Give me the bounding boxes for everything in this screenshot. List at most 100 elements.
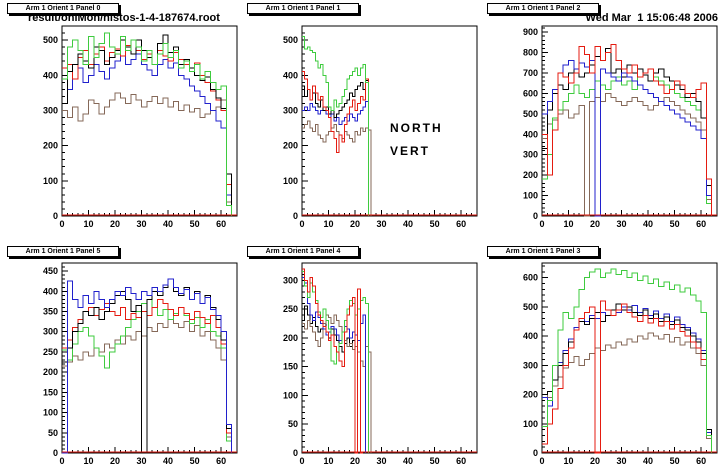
- region-label-line1: NORTH: [390, 121, 443, 135]
- plot-area-panel-1[interactable]: 0 100 200 300 400 500 0 10 20 30 40 50 60: [240, 0, 480, 237]
- svg-text:0: 0: [539, 219, 544, 229]
- svg-text:10: 10: [564, 456, 574, 466]
- svg-text:50: 50: [670, 456, 680, 466]
- region-label-line2: VERT: [390, 144, 431, 158]
- svg-text:40: 40: [403, 456, 413, 466]
- svg-text:10: 10: [324, 219, 334, 229]
- svg-text:0: 0: [293, 211, 298, 221]
- svg-text:60: 60: [456, 219, 466, 229]
- svg-text:600: 600: [523, 88, 538, 98]
- histogram-pad-2[interactable]: Arm 1 Orient 1 Panel 2 0 100 200 300 400 500 6…: [480, 0, 720, 237]
- svg-text:50: 50: [48, 428, 58, 438]
- histogram-pad-5[interactable]: Arm 1 Orient 1 Panel 5 0 50 100 150 200 250 30…: [0, 237, 240, 474]
- svg-text:0: 0: [299, 219, 304, 229]
- svg-text:40: 40: [643, 456, 653, 466]
- svg-text:40: 40: [163, 219, 173, 229]
- svg-text:30: 30: [617, 456, 627, 466]
- svg-text:40: 40: [163, 456, 173, 466]
- svg-text:50: 50: [288, 419, 298, 429]
- svg-text:10: 10: [564, 219, 574, 229]
- svg-text:400: 400: [523, 331, 538, 341]
- svg-text:300: 300: [523, 150, 538, 160]
- pad-title-2[interactable]: Arm 1 Orient 1 Panel 2: [487, 3, 599, 14]
- svg-text:300: 300: [43, 105, 58, 115]
- svg-text:350: 350: [43, 307, 58, 317]
- svg-text:20: 20: [350, 219, 360, 229]
- svg-text:400: 400: [523, 129, 538, 139]
- svg-text:60: 60: [216, 219, 226, 229]
- svg-text:700: 700: [523, 68, 538, 78]
- svg-text:250: 250: [43, 347, 58, 357]
- svg-text:500: 500: [283, 35, 298, 45]
- svg-text:30: 30: [377, 456, 387, 466]
- svg-text:400: 400: [283, 70, 298, 80]
- svg-text:0: 0: [53, 211, 58, 221]
- svg-text:20: 20: [110, 456, 120, 466]
- svg-text:30: 30: [137, 456, 147, 466]
- histogram-pad-3[interactable]: Arm 1 Orient 1 Panel 3 0 100 200 300 400 500 6…: [480, 237, 720, 474]
- svg-text:60: 60: [696, 456, 706, 466]
- svg-text:20: 20: [110, 219, 120, 229]
- svg-text:200: 200: [523, 170, 538, 180]
- svg-text:200: 200: [43, 141, 58, 151]
- plot-area-panel-5[interactable]: 0 50 100 150 200 250 300 350 400 450 0 10 20 30 40 50 60: [0, 237, 240, 474]
- timestamp-label: Wed Mar 1 15:06:48 2006: [585, 12, 718, 24]
- pad-title-0[interactable]: Arm 1 Orient 1 Panel 0: [7, 3, 119, 14]
- pad-title-3[interactable]: Arm 1 Orient 1 Panel 3: [487, 246, 599, 257]
- svg-text:300: 300: [43, 327, 58, 337]
- svg-text:300: 300: [283, 275, 298, 285]
- svg-text:50: 50: [190, 456, 200, 466]
- svg-text:150: 150: [283, 362, 298, 372]
- svg-text:0: 0: [533, 211, 538, 221]
- file-path-label: result/onlMon/histos-1-4-187674.root: [28, 12, 220, 24]
- svg-text:200: 200: [43, 367, 58, 377]
- svg-text:200: 200: [523, 390, 538, 400]
- svg-text:0: 0: [539, 456, 544, 466]
- svg-text:50: 50: [670, 219, 680, 229]
- svg-text:100: 100: [523, 419, 538, 429]
- svg-text:900: 900: [523, 27, 538, 37]
- pad-title-5[interactable]: Arm 1 Orient 1 Panel 5: [7, 246, 119, 257]
- svg-text:60: 60: [456, 456, 466, 466]
- svg-text:0: 0: [53, 448, 58, 458]
- plot-area-panel-2[interactable]: 0 100 200 300 400 500 600 700 800 900 0 10 20 30 40 50 6…: [480, 0, 720, 237]
- svg-text:60: 60: [216, 456, 226, 466]
- svg-text:800: 800: [523, 48, 538, 58]
- svg-text:200: 200: [283, 141, 298, 151]
- svg-text:400: 400: [43, 70, 58, 80]
- svg-text:50: 50: [430, 456, 440, 466]
- histogram-pad-4[interactable]: Arm 1 Orient 1 Panel 4 0 50 100 150 200 250 30…: [240, 237, 480, 474]
- svg-text:100: 100: [43, 408, 58, 418]
- svg-text:40: 40: [403, 219, 413, 229]
- svg-text:30: 30: [377, 219, 387, 229]
- svg-text:0: 0: [59, 456, 64, 466]
- svg-text:30: 30: [137, 219, 147, 229]
- histogram-pad-1[interactable]: Arm 1 Orient 1 Panel 1 0 100 200 300 400 500 0…: [240, 0, 480, 237]
- plot-area-panel-4[interactable]: 0 50 100 150 200 250 300 0 10 20 30 40 50 60: [240, 237, 480, 474]
- pad-title-1[interactable]: Arm 1 Orient 1 Panel 1: [247, 3, 359, 14]
- region-label: NORTH VERT: [390, 117, 443, 163]
- svg-text:500: 500: [43, 35, 58, 45]
- svg-text:200: 200: [283, 333, 298, 343]
- svg-text:150: 150: [43, 387, 58, 397]
- svg-text:450: 450: [43, 266, 58, 276]
- svg-text:30: 30: [617, 219, 627, 229]
- pad-title-4[interactable]: Arm 1 Orient 1 Panel 4: [247, 246, 359, 257]
- svg-text:50: 50: [430, 219, 440, 229]
- plot-area-panel-0[interactable]: 0 100 200 300 400 500 0 10 20 30 40 50 60: [0, 0, 240, 237]
- svg-text:20: 20: [350, 456, 360, 466]
- svg-text:10: 10: [84, 456, 94, 466]
- plot-area-panel-3[interactable]: 0 100 200 300 400 500 600 0 10 20 30 40 50 60: [480, 237, 720, 474]
- svg-text:0: 0: [293, 448, 298, 458]
- histogram-pad-0[interactable]: Arm 1 Orient 1 Panel 0 0 100 200 300 400 500 0…: [0, 0, 240, 237]
- svg-text:50: 50: [190, 219, 200, 229]
- svg-text:0: 0: [533, 448, 538, 458]
- svg-text:10: 10: [84, 219, 94, 229]
- svg-text:600: 600: [523, 273, 538, 283]
- svg-text:250: 250: [283, 304, 298, 314]
- svg-text:100: 100: [283, 390, 298, 400]
- svg-text:0: 0: [59, 219, 64, 229]
- svg-text:100: 100: [283, 176, 298, 186]
- svg-text:400: 400: [43, 286, 58, 296]
- svg-text:500: 500: [523, 109, 538, 119]
